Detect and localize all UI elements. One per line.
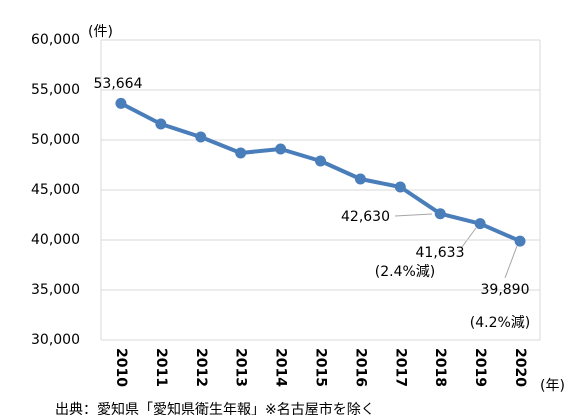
point — [155, 118, 167, 130]
point — [474, 218, 486, 230]
x-tick-label: 2012 — [193, 348, 209, 387]
y-tick-label: 55,000 — [31, 82, 80, 98]
y-tick-label: 40,000 — [31, 232, 80, 248]
leader-line — [394, 213, 433, 217]
y-tick-label: 35,000 — [31, 282, 80, 298]
y-tick-label: 60,000 — [31, 32, 80, 48]
point — [275, 143, 287, 155]
x-tick-label: 2013 — [233, 348, 249, 387]
x-unit: (年) — [540, 378, 565, 394]
x-tick-label: 2014 — [273, 348, 289, 387]
leader-line — [504, 245, 518, 279]
x-tick-label: 2015 — [313, 348, 329, 387]
point — [315, 155, 326, 167]
x-tick-label: 2018 — [432, 348, 448, 387]
y-tick-label: 30,000 — [31, 332, 80, 348]
x-tick-label: 2019 — [472, 348, 488, 387]
point — [354, 173, 366, 185]
y-tick-label: 50,000 — [31, 132, 80, 148]
data-label: 42,630 — [341, 209, 390, 225]
x-tick-label: 2020 — [512, 348, 528, 387]
point — [514, 235, 526, 247]
x-tick-label: 2017 — [392, 348, 408, 387]
x-tick-label: 2016 — [352, 348, 368, 387]
y-unit: (件) — [88, 24, 113, 40]
y-tick-label: 45,000 — [31, 182, 80, 198]
annotation: (2.4%減) — [375, 263, 436, 280]
x-tick-label: 2011 — [153, 348, 169, 387]
source: 出典：愛知県「愛知県衛生年報」※名古屋市を除く — [55, 401, 375, 415]
data-label: 41,633 — [416, 245, 465, 261]
data-label: 39,890 — [481, 282, 530, 298]
point — [394, 181, 406, 193]
point — [115, 97, 127, 109]
point — [195, 131, 207, 143]
x-tick-label: 2010 — [113, 348, 129, 387]
data-label: 53,664 — [94, 76, 143, 92]
leader-line — [461, 227, 477, 248]
point — [235, 147, 247, 159]
point — [434, 208, 446, 220]
annotation: (4.2%減) — [470, 314, 531, 331]
line — [120, 101, 521, 243]
